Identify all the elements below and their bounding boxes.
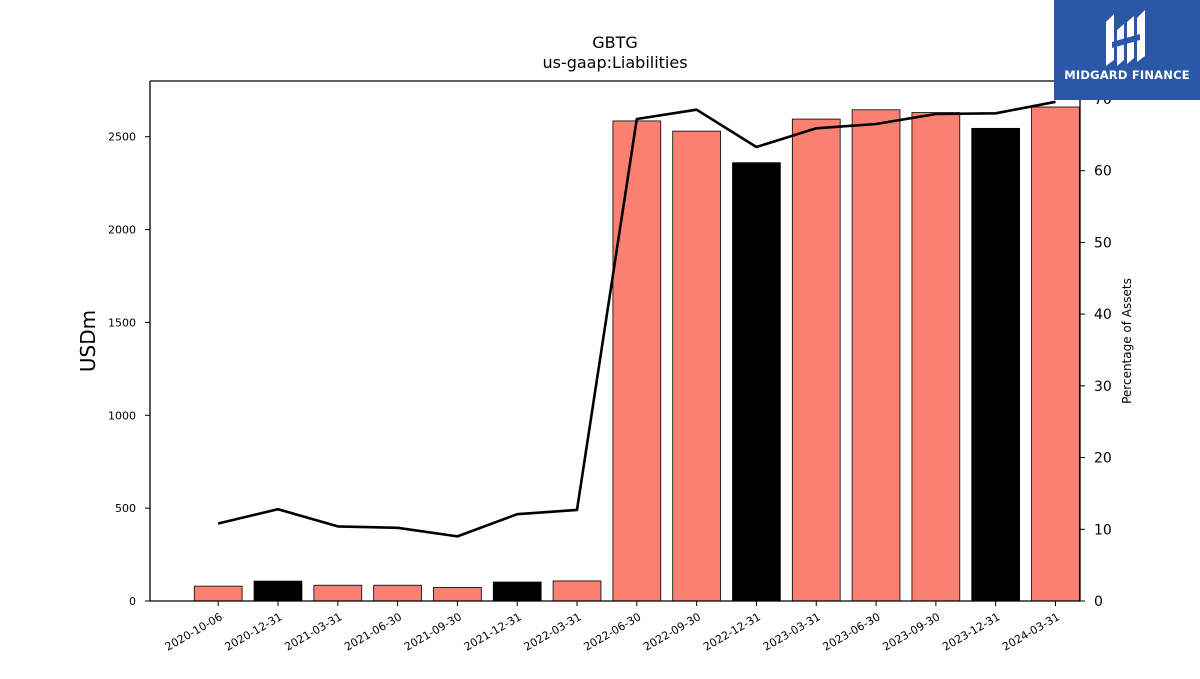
chart-title: GBTG (592, 33, 638, 52)
y2-tick-label-50: 50 (1094, 235, 1112, 251)
y2-tick-label-0: 0 (1094, 594, 1103, 610)
bar-2023-03-31 (792, 119, 840, 601)
bar-2024-03-31 (1032, 107, 1080, 601)
x-tick-label-2023-12-31: 2023-12-31 (940, 610, 1002, 653)
x-tick-label-2022-06-30: 2022-06-30 (581, 610, 643, 653)
bar-2021-09-30 (433, 587, 481, 601)
y-tick-label-2000: 2000 (108, 224, 136, 237)
y2-tick-label-20: 20 (1094, 451, 1112, 467)
bar-2023-06-30 (852, 110, 900, 601)
x-tick-label-2021-06-30: 2021-06-30 (342, 610, 404, 653)
y2-tick-label-30: 30 (1094, 379, 1112, 395)
x-tick-label-2022-09-30: 2022-09-30 (641, 610, 703, 653)
bar-2022-06-30 (613, 121, 661, 601)
bar-2020-10-06 (194, 586, 242, 601)
y2-tick-label-60: 60 (1094, 164, 1112, 180)
midgard-logo-icon (1054, 0, 1200, 100)
x-tick-label-2023-06-30: 2023-06-30 (821, 610, 883, 653)
y2-axis-label: Percentage of Assets (1120, 278, 1134, 404)
x-tick-label-2023-03-31: 2023-03-31 (761, 610, 823, 653)
bar-2020-12-31 (254, 581, 302, 601)
y2-tick-label-10: 10 (1094, 522, 1112, 538)
x-tick-label-2022-03-31: 2022-03-31 (522, 610, 584, 653)
bar-2022-12-31 (733, 163, 781, 601)
chart-subtitle: us-gaap:Liabilities (542, 53, 687, 72)
y-axis-label: USDm (76, 310, 100, 372)
x-tick-label-2020-10-06: 2020-10-06 (163, 610, 225, 653)
bar-2022-09-30 (673, 131, 721, 601)
logo-text: MIDGARD FINANCE (1054, 68, 1200, 82)
bar-2021-12-31 (493, 582, 541, 601)
bar-2021-03-31 (314, 585, 362, 601)
bar-2023-12-31 (972, 128, 1020, 601)
y-tick-label-1000: 1000 (108, 409, 136, 422)
y-tick-label-2500: 2500 (108, 131, 136, 144)
y-tick-label-500: 500 (115, 502, 136, 515)
logo: MIDGARD FINANCE (1054, 0, 1200, 100)
y-tick-label-1500: 1500 (108, 316, 136, 329)
x-tick-label-2021-09-30: 2021-09-30 (402, 610, 464, 653)
y2-tick-label-40: 40 (1094, 307, 1112, 323)
x-tick-label-2021-12-31: 2021-12-31 (462, 610, 524, 653)
x-tick-label-2024-03-31: 2024-03-31 (1000, 610, 1062, 653)
bar-2022-03-31 (553, 581, 601, 601)
x-tick-label-2020-12-31: 2020-12-31 (223, 610, 285, 653)
x-tick-label-2022-12-31: 2022-12-31 (701, 610, 763, 653)
y-tick-label-0: 0 (129, 595, 136, 608)
bar-2023-09-30 (912, 113, 960, 601)
x-tick-label-2021-03-31: 2021-03-31 (282, 610, 344, 653)
bar-2021-06-30 (374, 585, 422, 601)
x-tick-label-2023-09-30: 2023-09-30 (880, 610, 942, 653)
